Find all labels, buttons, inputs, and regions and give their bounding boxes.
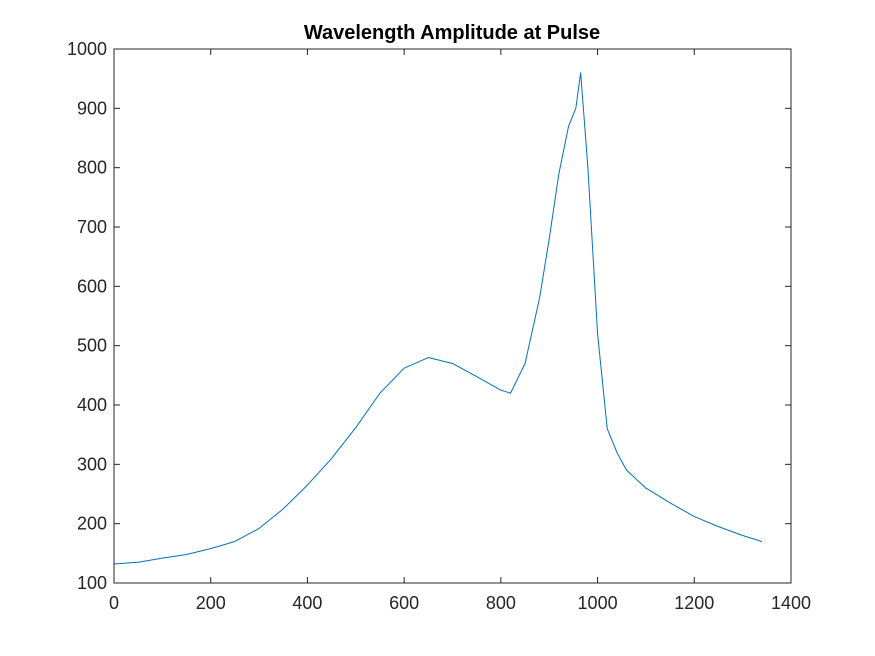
chart-title: Wavelength Amplitude at Pulse	[304, 22, 600, 44]
x-tick-label: 0	[109, 593, 119, 613]
y-tick-label: 600	[77, 276, 107, 296]
y-tick-label: 100	[77, 573, 107, 593]
y-tick-label: 200	[77, 514, 107, 534]
x-tick-label: 600	[389, 593, 419, 613]
x-tick-label: 1000	[578, 593, 618, 613]
y-tick-label: 300	[77, 454, 107, 474]
x-tick-label: 400	[292, 593, 322, 613]
x-tick-label: 200	[196, 593, 226, 613]
x-tick-label: 800	[486, 593, 516, 613]
plot-area	[113, 49, 791, 583]
y-tick-label: 1000	[67, 39, 107, 59]
y-tick-label: 800	[77, 158, 107, 178]
axes-frame	[113, 48, 792, 584]
y-tick-label: 500	[77, 336, 107, 356]
y-tick-label: 900	[77, 98, 107, 118]
y-tick-label: 700	[77, 217, 107, 237]
plot-background	[114, 49, 791, 583]
series-line-1	[113, 72, 763, 565]
axes: 0 200 400 600 800 1000 1200 1400 100 200 300 400 500…	[67, 39, 811, 613]
y-tick-label: 400	[77, 395, 107, 415]
x-tick-label: 1400	[771, 593, 811, 613]
x-tick-label: 1200	[674, 593, 714, 613]
